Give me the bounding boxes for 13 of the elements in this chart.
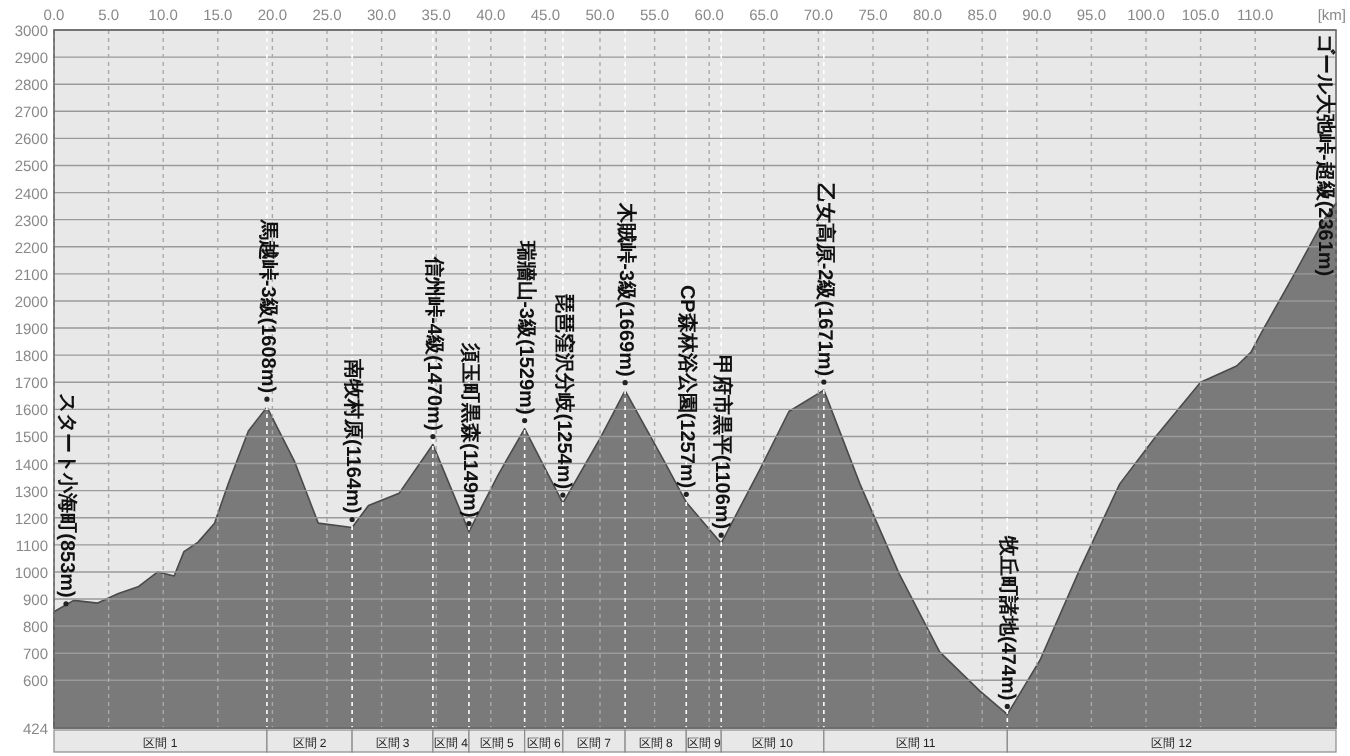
- annotation: 甲府市黒平(1106m): [710, 354, 735, 530]
- annotation: 馬越峠-3級(1608m): [255, 217, 280, 394]
- annotation: 信州峠-4級(1470m): [421, 255, 446, 431]
- annotation: 木賊峠-3級(1669m): [614, 201, 639, 377]
- annotation: 須玉町黒森(1149m): [457, 341, 482, 518]
- annotation: ゴール大弛峠-超級(2361m): [1313, 34, 1337, 277]
- annotation: 瑞牆山-3級(1529m): [513, 239, 538, 415]
- annotation: 琵琶窪沢分岐(1254m): [551, 293, 576, 490]
- annotation: 乙女高原-2級(1671m): [812, 182, 837, 377]
- annotation: スタート小海町(853m): [55, 393, 79, 598]
- annotation: CP森林浴公園(1257m): [675, 284, 700, 489]
- annotation: 南牧村原(1164m): [341, 356, 366, 514]
- annotation: 牧丘町諸地(474m): [996, 533, 1021, 701]
